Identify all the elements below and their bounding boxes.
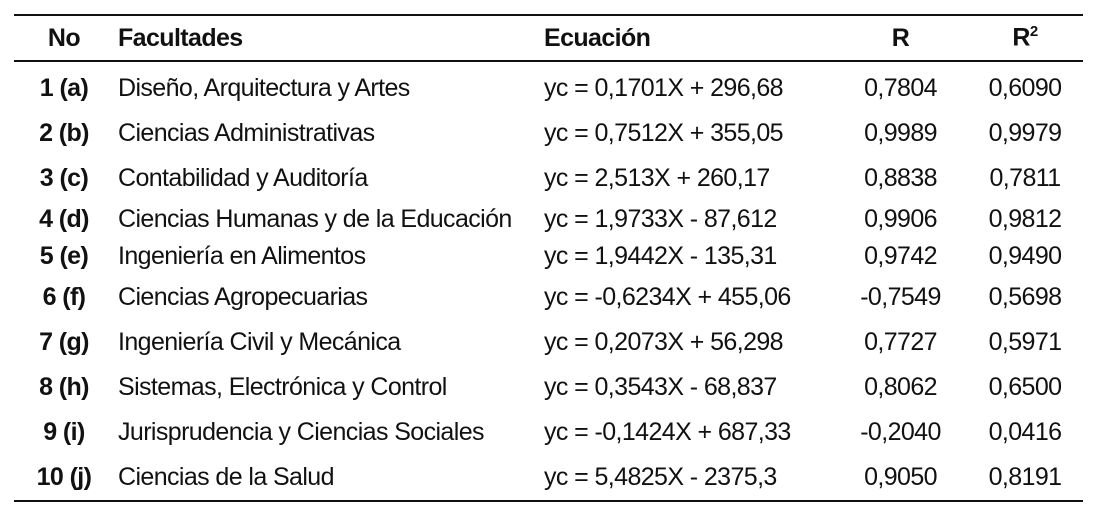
- row-r: 0,8838: [864, 164, 937, 192]
- table-row: 7 (g) Ingeniería Civil y Mecánica yc = 0…: [14, 320, 1083, 365]
- row-number: 3 (c): [39, 164, 89, 192]
- row-ecuacion: yc = 1,9442X - 135,31: [544, 242, 777, 270]
- row-r-squared: 0,5698: [988, 283, 1062, 311]
- table-header: No Facultades Ecuación R R2: [14, 15, 1083, 61]
- row-ecuacion: yc = 2,513X + 260,17: [544, 164, 770, 192]
- row-ecuacion: yc = -0,1424X + 687,33: [544, 418, 791, 446]
- row-number: 2 (b): [39, 119, 89, 147]
- row-r-squared: 0,7811: [989, 164, 1061, 192]
- header-r-squared-exponent: 2: [1029, 23, 1038, 41]
- row-r-squared: 0,8191: [988, 463, 1062, 491]
- row-facultad: Ciencias Administrativas: [118, 119, 375, 147]
- header-row: No Facultades Ecuación R R2: [14, 15, 1083, 61]
- row-r: 0,9050: [864, 463, 937, 491]
- regression-table-container: No Facultades Ecuación R R2 1 (a) Diseño…: [14, 14, 1083, 502]
- table-row: 1 (a) Diseño, Arquitectura y Artes yc = …: [14, 61, 1083, 111]
- row-r-squared: 0,9979: [988, 119, 1062, 147]
- row-number: 9 (i): [43, 418, 85, 446]
- regression-table: No Facultades Ecuación R R2 1 (a) Diseño…: [14, 14, 1083, 502]
- row-ecuacion: yc = -0,6234X + 455,06: [544, 283, 791, 311]
- row-facultad: Diseño, Arquitectura y Artes: [118, 74, 410, 102]
- row-facultad: Ingeniería en Alimentos: [118, 242, 366, 270]
- row-r-squared: 0,9812: [988, 205, 1062, 233]
- row-r: 0,9906: [864, 205, 937, 233]
- header-r-squared-base: R: [1012, 23, 1030, 52]
- row-number: 8 (h): [39, 373, 89, 401]
- row-ecuacion: yc = 0,2073X + 56,298: [544, 328, 784, 356]
- table-row: 8 (h) Sistemas, Electrónica y Control yc…: [14, 365, 1083, 410]
- row-number: 4 (d): [39, 205, 89, 233]
- row-number: 5 (e): [39, 242, 89, 270]
- table-row: 5 (e) Ingeniería en Alimentos yc = 1,944…: [14, 238, 1083, 275]
- row-r-squared: 0,6090: [988, 74, 1062, 102]
- row-number: 10 (j): [36, 463, 92, 491]
- table-row: 10 (j) Ciencias de la Salud yc = 5,4825X…: [14, 455, 1083, 501]
- row-ecuacion: yc = 0,7512X + 355,05: [544, 119, 784, 147]
- row-r-squared: 0,0416: [988, 418, 1062, 446]
- header-ecuacion: Ecuación: [544, 23, 651, 52]
- row-ecuacion: yc = 0,3543X - 68,837: [544, 373, 777, 401]
- header-r: R: [891, 23, 910, 52]
- header-no: No: [47, 23, 81, 52]
- row-number: 1 (a): [39, 74, 89, 102]
- row-facultad: Ciencias Humanas y de la Educación: [118, 205, 512, 233]
- table-row: 4 (d) Ciencias Humanas y de la Educación…: [14, 201, 1083, 238]
- table-row: 2 (b) Ciencias Administrativas yc = 0,75…: [14, 111, 1083, 156]
- row-r-squared: 0,5971: [988, 328, 1062, 356]
- row-r: -0,2040: [860, 418, 941, 446]
- table-body: 1 (a) Diseño, Arquitectura y Artes yc = …: [14, 61, 1083, 501]
- row-ecuacion: yc = 0,1701X + 296,68: [544, 74, 784, 102]
- row-r: 0,9989: [864, 119, 937, 147]
- row-r: 0,7804: [864, 74, 937, 102]
- row-r: 0,8062: [864, 373, 937, 401]
- row-ecuacion: yc = 1,9733X - 87,612: [544, 205, 777, 233]
- table-row: 9 (i) Jurisprudencia y Ciencias Sociales…: [14, 410, 1083, 455]
- row-r-squared: 0,6500: [988, 373, 1062, 401]
- row-r: -0,7549: [860, 283, 941, 311]
- row-r: 0,7727: [864, 328, 937, 356]
- row-facultad: Ciencias de la Salud: [118, 463, 335, 491]
- table-row: 3 (c) Contabilidad y Auditoría yc = 2,51…: [14, 156, 1083, 201]
- row-r-squared: 0,9490: [988, 242, 1062, 270]
- header-facultades: Facultades: [118, 23, 243, 52]
- row-facultad: Ciencias Agropecuarias: [118, 283, 368, 311]
- row-ecuacion: yc = 5,4825X - 2375,3: [544, 463, 777, 491]
- row-r: 0,9742: [864, 242, 937, 270]
- row-number: 6 (f): [42, 283, 86, 311]
- header-r-squared: R2: [967, 15, 1083, 61]
- table-row: 6 (f) Ciencias Agropecuarias yc = -0,623…: [14, 275, 1083, 320]
- row-facultad: Ingeniería Civil y Mecánica: [118, 328, 401, 356]
- row-number: 7 (g): [39, 328, 89, 356]
- row-facultad: Contabilidad y Auditoría: [118, 164, 368, 192]
- row-facultad: Jurisprudencia y Ciencias Sociales: [118, 418, 485, 446]
- row-facultad: Sistemas, Electrónica y Control: [118, 373, 447, 401]
